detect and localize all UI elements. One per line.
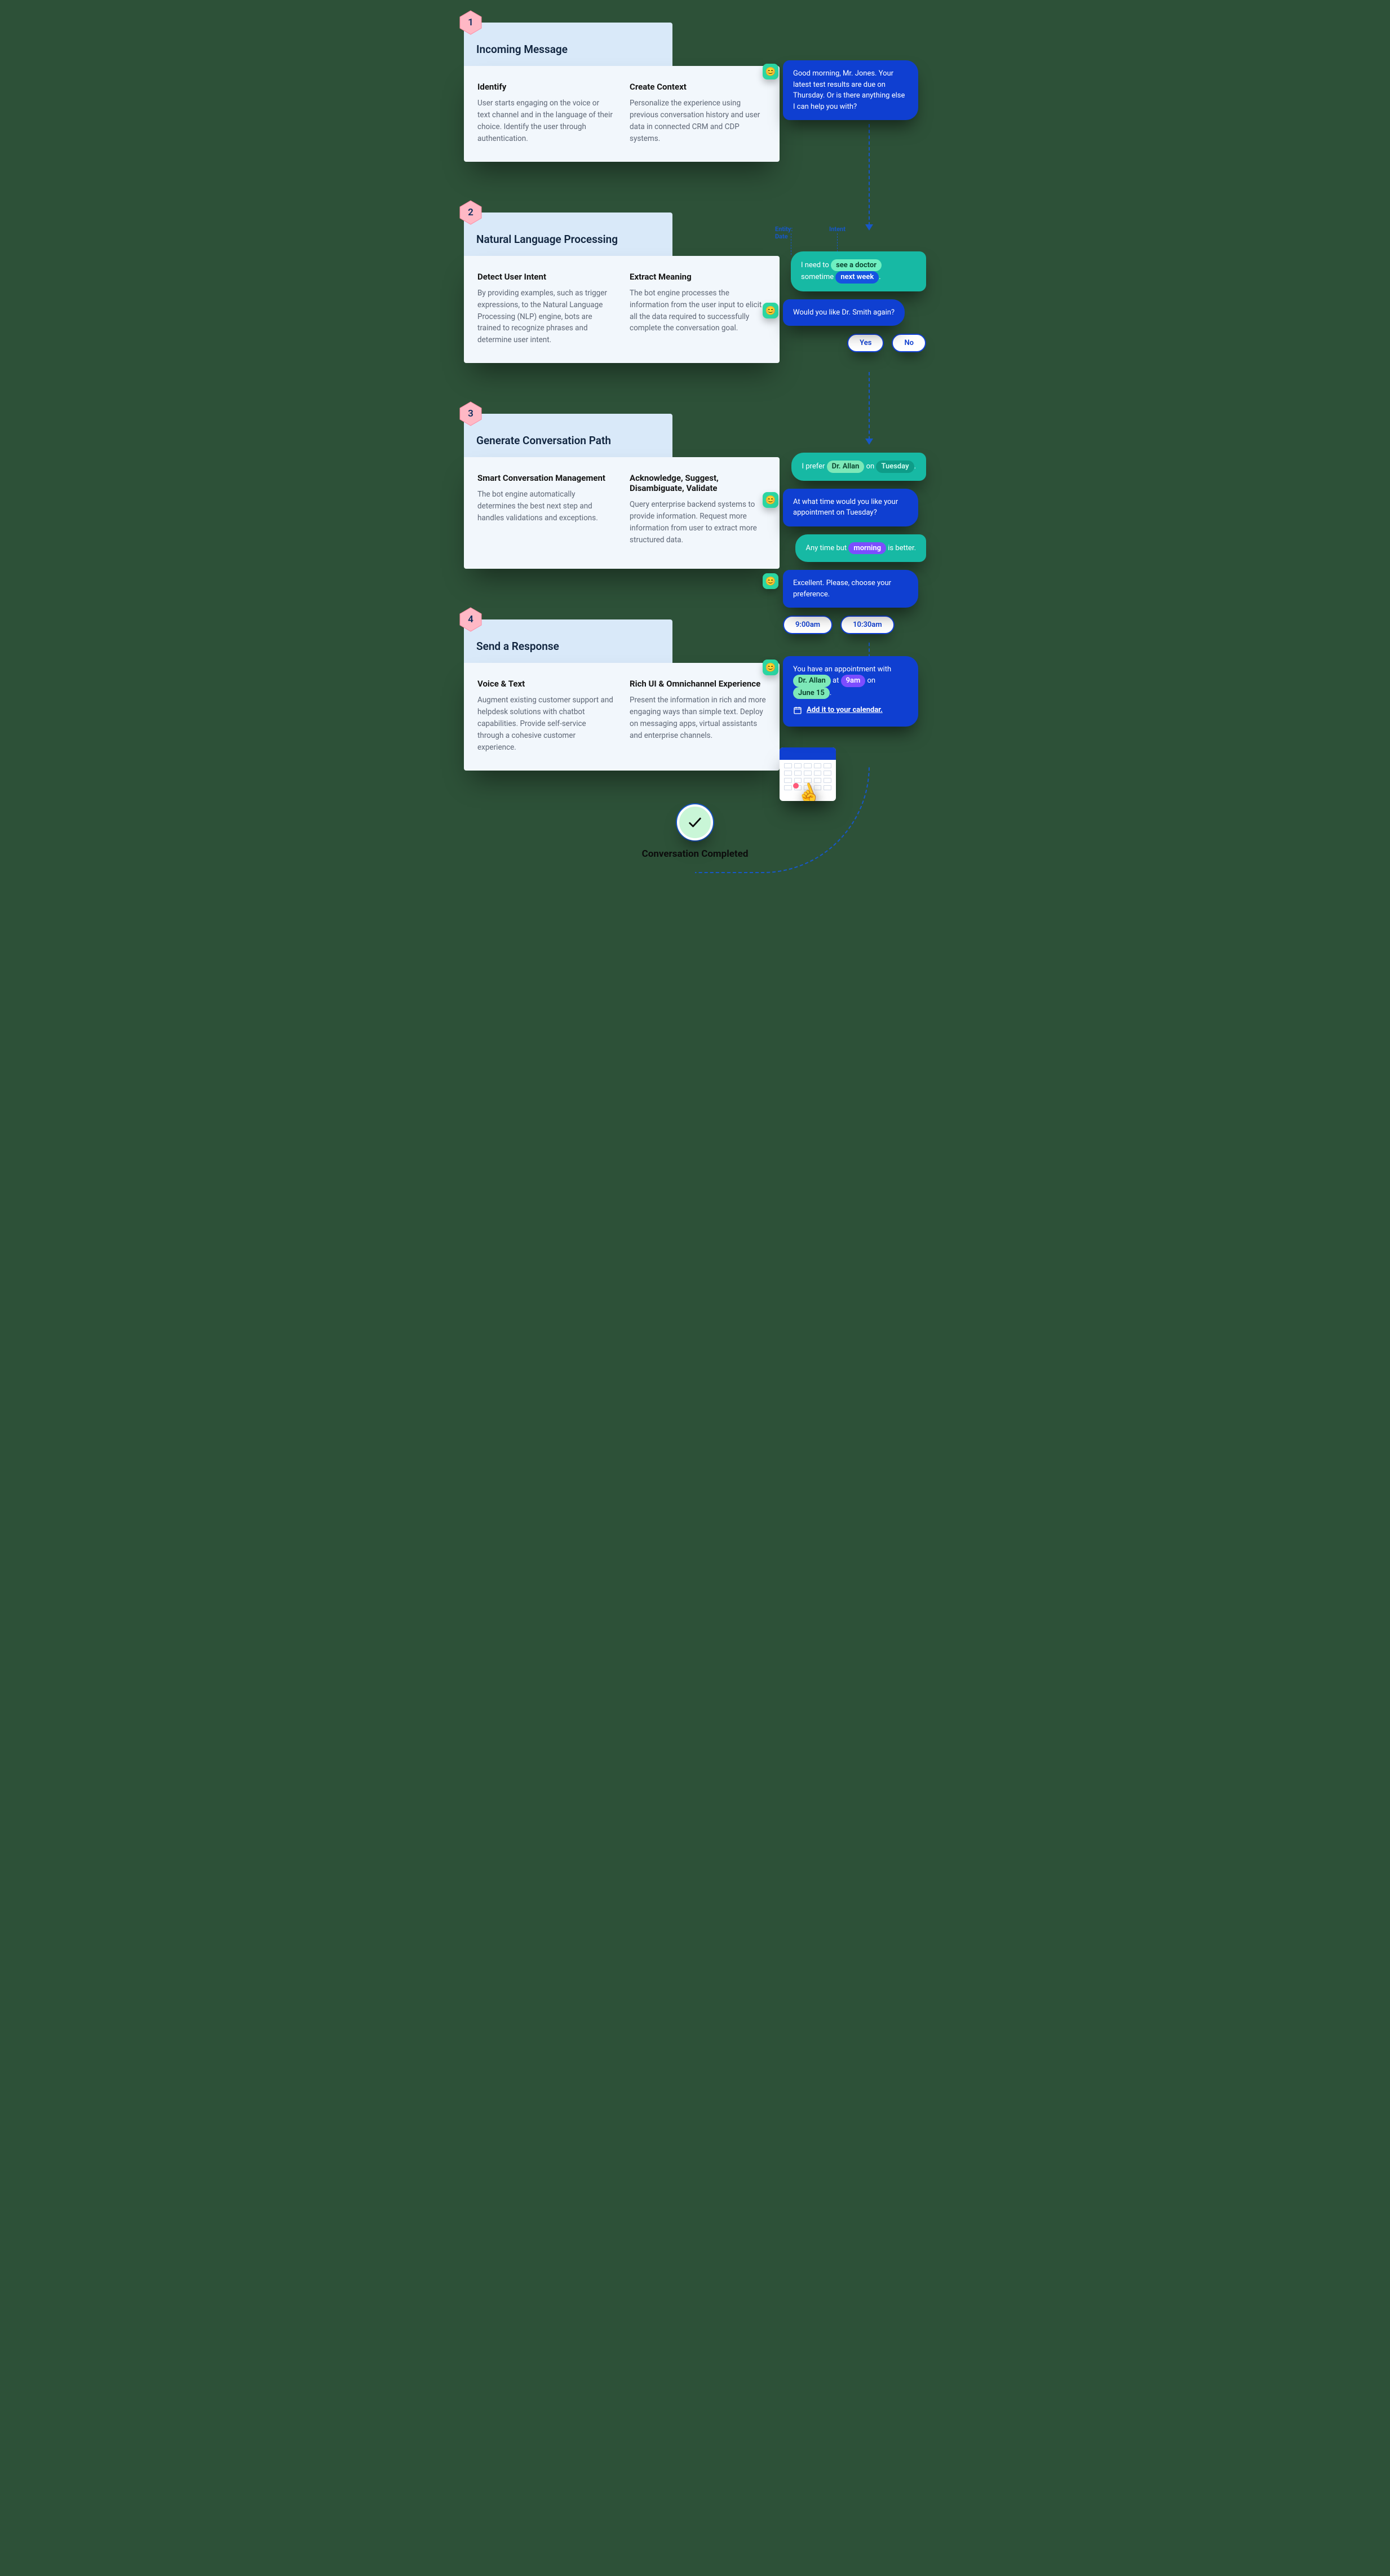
col-heading: Voice & Text (477, 679, 614, 689)
col-text: Present the information in rich and more… (630, 694, 766, 742)
highlight-entity: Dr. Allan (793, 675, 831, 687)
chat-bubble: I prefer Dr. Allan on Tuesday. (791, 453, 926, 481)
step-number-hex: 1 (458, 10, 483, 35)
bot-avatar-icon: 😊 (763, 303, 778, 318)
chat-row-bot: 😊 Would you like Dr. Smith again? (763, 299, 926, 326)
bot-avatar-icon: 😊 (763, 64, 778, 79)
col-heading: Extract Meaning (630, 272, 766, 282)
col-heading: Smart Conversation Management (477, 473, 614, 483)
col-text: User starts engaging on the voice or tex… (477, 98, 614, 145)
step-body: Voice & Text Augment existing customer s… (464, 663, 780, 771)
step-2: 2 Natural Language Processing Detect Use… (464, 213, 926, 364)
chat-bubble: Good morning, Mr. Jones. Your latest tes… (783, 60, 918, 120)
chat-panel: 😊 You have an appointment with Dr. Allan… (763, 656, 926, 734)
col-text: Augment existing customer support and he… (477, 694, 614, 754)
step-body: Smart Conversation Management The bot en… (464, 457, 780, 569)
highlight-entity: June 15 (793, 687, 830, 700)
highlight-intent: see a doctor (831, 259, 882, 272)
step-body: Identify User starts engaging on the voi… (464, 66, 780, 162)
chat-row-user: I need to see a doctor sometime next wee… (763, 251, 926, 291)
col-heading: Acknowledge, Suggest, Disambiguate, Vali… (630, 473, 766, 493)
step-title-card: Send a Response (464, 619, 672, 663)
quick-reply-no-button[interactable]: No (892, 334, 926, 352)
chat-row-bot: 😊 Excellent. Please, choose your prefere… (763, 570, 926, 608)
chat-row-user: I prefer Dr. Allan on Tuesday. (763, 453, 926, 481)
step-title: Incoming Message (476, 43, 660, 56)
step-number-hex: 3 (458, 401, 483, 426)
step-title-card: Generate Conversation Path (464, 414, 672, 457)
calendar-widget: ☝ (780, 747, 836, 801)
chat-row-user: Any time but morning is better. (763, 534, 926, 563)
chat-panel: 😊 Good morning, Mr. Jones. Your latest t… (763, 60, 926, 128)
connector-arrow (865, 224, 873, 231)
chat-bubble: I need to see a doctor sometime next wee… (791, 251, 926, 291)
chat-bubble: You have an appointment with Dr. Allan a… (783, 656, 918, 727)
chat-panel: I prefer Dr. Allan on Tuesday. 😊 At what… (763, 453, 926, 639)
time-option-button[interactable]: 10:30am (840, 616, 895, 634)
chat-panel: I need to see a doctor sometime next wee… (763, 251, 926, 357)
chat-bubble: At what time would you like your appoint… (783, 489, 918, 526)
chat-row-bot: 😊 Good morning, Mr. Jones. Your latest t… (763, 60, 926, 120)
connector-arrow (865, 439, 873, 445)
conversation-completed: Conversation Completed (464, 804, 926, 860)
highlight-entity: 9am (841, 675, 866, 687)
chat-bubble: Excellent. Please, choose your preferenc… (783, 570, 918, 608)
col-heading: Detect User Intent (477, 272, 614, 282)
quick-reply-row: Yes No (763, 334, 926, 352)
step-number: 2 (468, 207, 473, 218)
highlight-entity-date: next week (835, 271, 879, 284)
quick-reply-yes-button[interactable]: Yes (847, 334, 884, 352)
col-text: The bot engine processes the information… (630, 287, 766, 335)
checkmark-icon (677, 804, 713, 840)
bot-avatar-icon: 😊 (763, 573, 778, 589)
col-heading: Create Context (630, 82, 766, 92)
step-number: 4 (468, 614, 473, 625)
annotation-intent: Intent (829, 225, 845, 233)
step-title-card: Incoming Message (464, 23, 672, 66)
col-text: Personalize the experience using previou… (630, 98, 766, 145)
step-number: 3 (468, 408, 473, 419)
step-title: Send a Response (476, 640, 660, 653)
step-title: Natural Language Processing (476, 233, 660, 246)
time-option-button[interactable]: 9:00am (783, 616, 833, 634)
step-number-hex: 4 (458, 607, 483, 632)
annotation-entity-date: Entity: Date (775, 225, 793, 240)
bot-avatar-icon: 😊 (763, 492, 778, 508)
step-title: Generate Conversation Path (476, 434, 660, 447)
highlight-entity: Tuesday (876, 461, 914, 473)
step-3: 3 Generate Conversation Path Smart Conve… (464, 414, 926, 569)
bot-avatar-icon: 😊 (763, 660, 778, 675)
col-text: By providing examples, such as trigger e… (477, 287, 614, 347)
chat-bubble: Would you like Dr. Smith again? (783, 299, 905, 326)
step-title-card: Natural Language Processing (464, 213, 672, 256)
step-1: 1 Incoming Message Identify User starts … (464, 23, 926, 162)
step-body: Detect User Intent By providing examples… (464, 256, 780, 364)
chat-bubble: Any time but morning is better. (795, 534, 926, 563)
complete-label: Conversation Completed (464, 848, 926, 860)
col-heading: Rich UI & Omnichannel Experience (630, 679, 766, 689)
chat-row-bot: 😊 At what time would you like your appoi… (763, 489, 926, 526)
quick-reply-row: 9:00am 10:30am (763, 616, 926, 634)
add-to-calendar-link[interactable]: Add it to your calendar. (793, 705, 883, 716)
col-heading: Identify (477, 82, 614, 92)
step-4: 4 Send a Response Voice & Text Augment e… (464, 619, 926, 771)
highlight-entity: Dr. Allan (827, 461, 865, 473)
step-number: 1 (468, 17, 473, 28)
col-text: The bot engine automatically determines … (477, 489, 614, 524)
col-text: Query enterprise backend systems to prov… (630, 499, 766, 546)
chat-row-bot: 😊 You have an appointment with Dr. Allan… (763, 656, 926, 727)
highlight-entity: morning (848, 542, 886, 555)
step-number-hex: 2 (458, 200, 483, 225)
